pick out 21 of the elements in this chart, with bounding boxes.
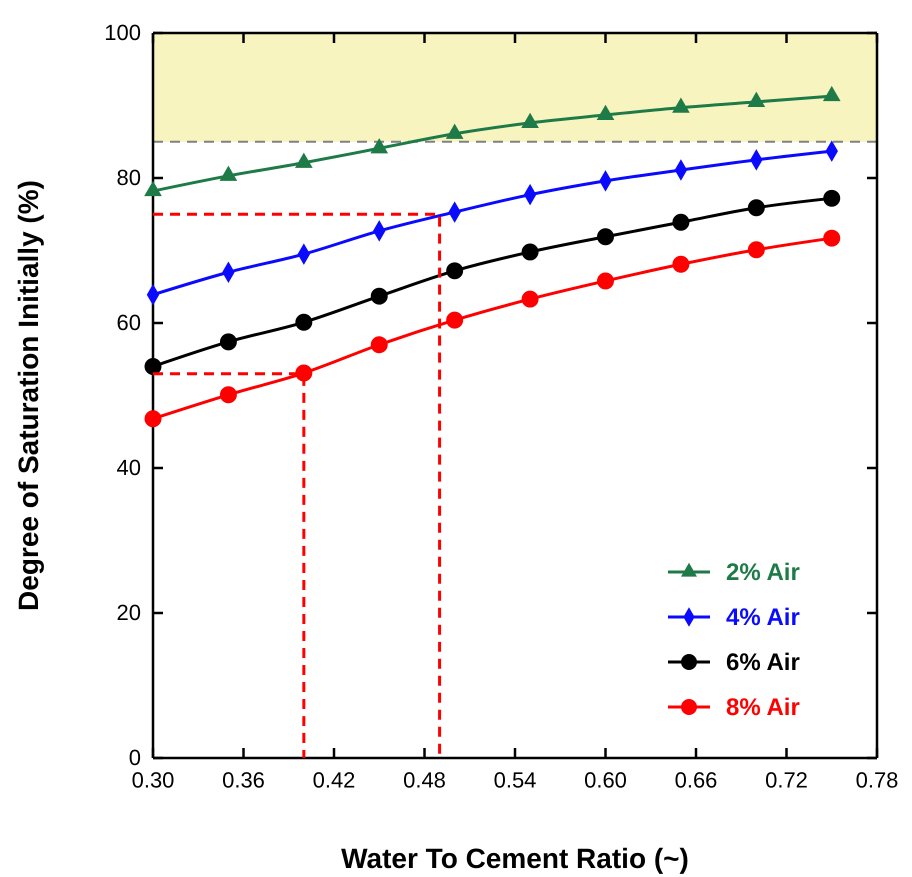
x-tick-label: 0.66 — [674, 768, 718, 793]
legend-label: 2% Air — [726, 559, 800, 586]
legend-label: 8% Air — [726, 694, 800, 721]
x-tick-label: 0.78 — [856, 768, 898, 793]
x-tick-label: 0.36 — [222, 768, 265, 793]
y-tick-label: 100 — [104, 20, 141, 46]
x-axis-title: Water To Cement Ratio (~) — [341, 843, 689, 874]
y-tick-label: 0 — [128, 745, 141, 770]
y-tick-label: 40 — [116, 455, 141, 480]
x-tick-label: 0.42 — [312, 768, 356, 793]
y-tick-label: 60 — [116, 310, 141, 336]
x-tick-label: 0.30 — [132, 768, 174, 793]
x-tick-label: 0.48 — [403, 768, 446, 793]
y-axis-title: Degree of Saturation Initially (%) — [13, 180, 44, 611]
x-tick-label: 0.54 — [494, 768, 536, 793]
y-tick-label: 80 — [116, 165, 141, 190]
x-tick-label: 0.60 — [584, 768, 627, 793]
x-tick-label: 0.72 — [765, 768, 808, 793]
y-tick-label: 20 — [116, 600, 141, 626]
legend-label: 6% Air — [726, 649, 800, 676]
legend-label: 4% Air — [726, 604, 800, 631]
